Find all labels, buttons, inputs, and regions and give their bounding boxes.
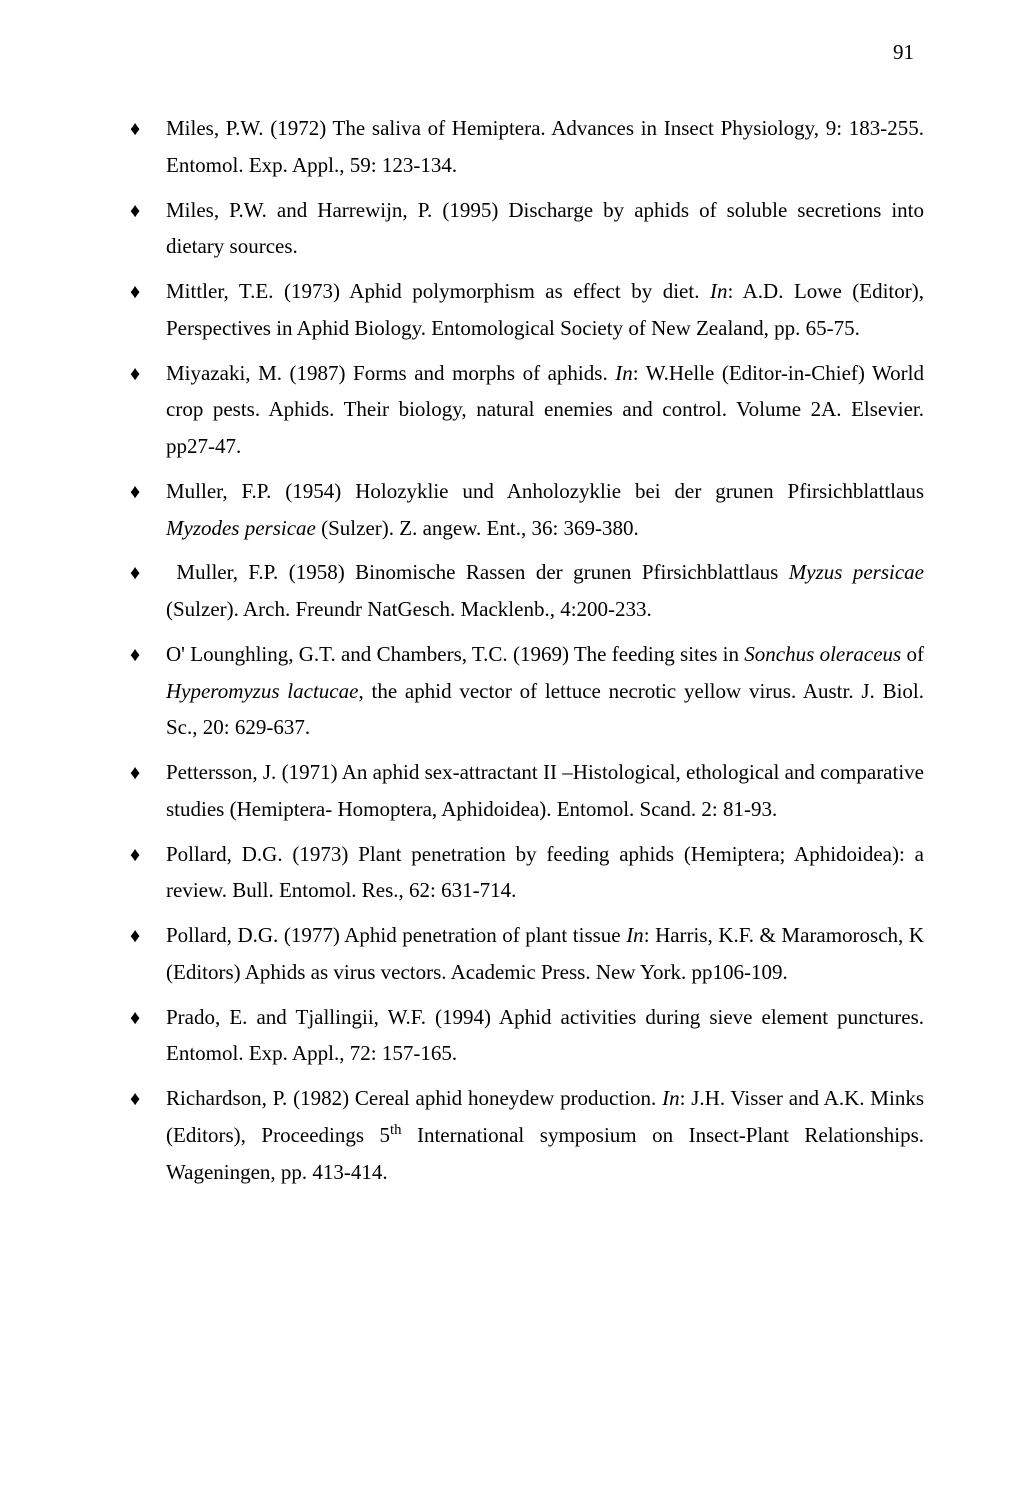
diamond-bullet-icon: ♦ <box>130 999 166 1036</box>
diamond-bullet-icon: ♦ <box>130 836 166 873</box>
reference-text: Miles, P.W. and Harrewijn, P. (1995) Dis… <box>166 192 924 266</box>
reference-item: ♦Prado, E. and Tjallingii, W.F. (1994) A… <box>130 999 924 1073</box>
reference-text: Miles, P.W. (1972) The saliva of Hemipte… <box>166 110 924 184</box>
reference-item: ♦Richardson, P. (1982) Cereal aphid hone… <box>130 1080 924 1190</box>
reference-text: Pollard, D.G. (1977) Aphid penetration o… <box>166 917 924 991</box>
diamond-bullet-icon: ♦ <box>130 1080 166 1117</box>
reference-item: ♦Miles, P.W. and Harrewijn, P. (1995) Di… <box>130 192 924 266</box>
reference-text: Miyazaki, M. (1987) Forms and morphs of … <box>166 355 924 465</box>
page-number: 91 <box>893 40 914 65</box>
reference-item: ♦Miyazaki, M. (1987) Forms and morphs of… <box>130 355 924 465</box>
reference-text: Prado, E. and Tjallingii, W.F. (1994) Ap… <box>166 999 924 1073</box>
reference-item: ♦O' Lounghling, G.T. and Chambers, T.C. … <box>130 636 924 746</box>
reference-item: ♦Pollard, D.G. (1977) Aphid penetration … <box>130 917 924 991</box>
reference-text: O' Lounghling, G.T. and Chambers, T.C. (… <box>166 636 924 746</box>
diamond-bullet-icon: ♦ <box>130 192 166 229</box>
diamond-bullet-icon: ♦ <box>130 554 166 591</box>
reference-item: ♦Miles, P.W. (1972) The saliva of Hemipt… <box>130 110 924 184</box>
references-list: ♦Miles, P.W. (1972) The saliva of Hemipt… <box>130 110 924 1190</box>
reference-item: ♦Pettersson, J. (1971) An aphid sex-attr… <box>130 754 924 828</box>
reference-text: Pettersson, J. (1971) An aphid sex-attra… <box>166 754 924 828</box>
diamond-bullet-icon: ♦ <box>130 110 166 147</box>
reference-item: ♦Mittler, T.E. (1973) Aphid polymorphism… <box>130 273 924 347</box>
reference-text: Muller, F.P. (1954) Holozyklie und Anhol… <box>166 473 924 547</box>
diamond-bullet-icon: ♦ <box>130 636 166 673</box>
reference-item: ♦ Muller, F.P. (1958) Binomische Rassen … <box>130 554 924 628</box>
diamond-bullet-icon: ♦ <box>130 917 166 954</box>
diamond-bullet-icon: ♦ <box>130 355 166 392</box>
reference-item: ♦Muller, F.P. (1954) Holozyklie und Anho… <box>130 473 924 547</box>
diamond-bullet-icon: ♦ <box>130 473 166 510</box>
diamond-bullet-icon: ♦ <box>130 273 166 310</box>
reference-text: Pollard, D.G. (1973) Plant penetration b… <box>166 836 924 910</box>
diamond-bullet-icon: ♦ <box>130 754 166 791</box>
reference-text: Mittler, T.E. (1973) Aphid polymorphism … <box>166 273 924 347</box>
reference-text: Richardson, P. (1982) Cereal aphid honey… <box>166 1080 924 1190</box>
reference-text: Muller, F.P. (1958) Binomische Rassen de… <box>166 554 924 628</box>
reference-item: ♦Pollard, D.G. (1973) Plant penetration … <box>130 836 924 910</box>
